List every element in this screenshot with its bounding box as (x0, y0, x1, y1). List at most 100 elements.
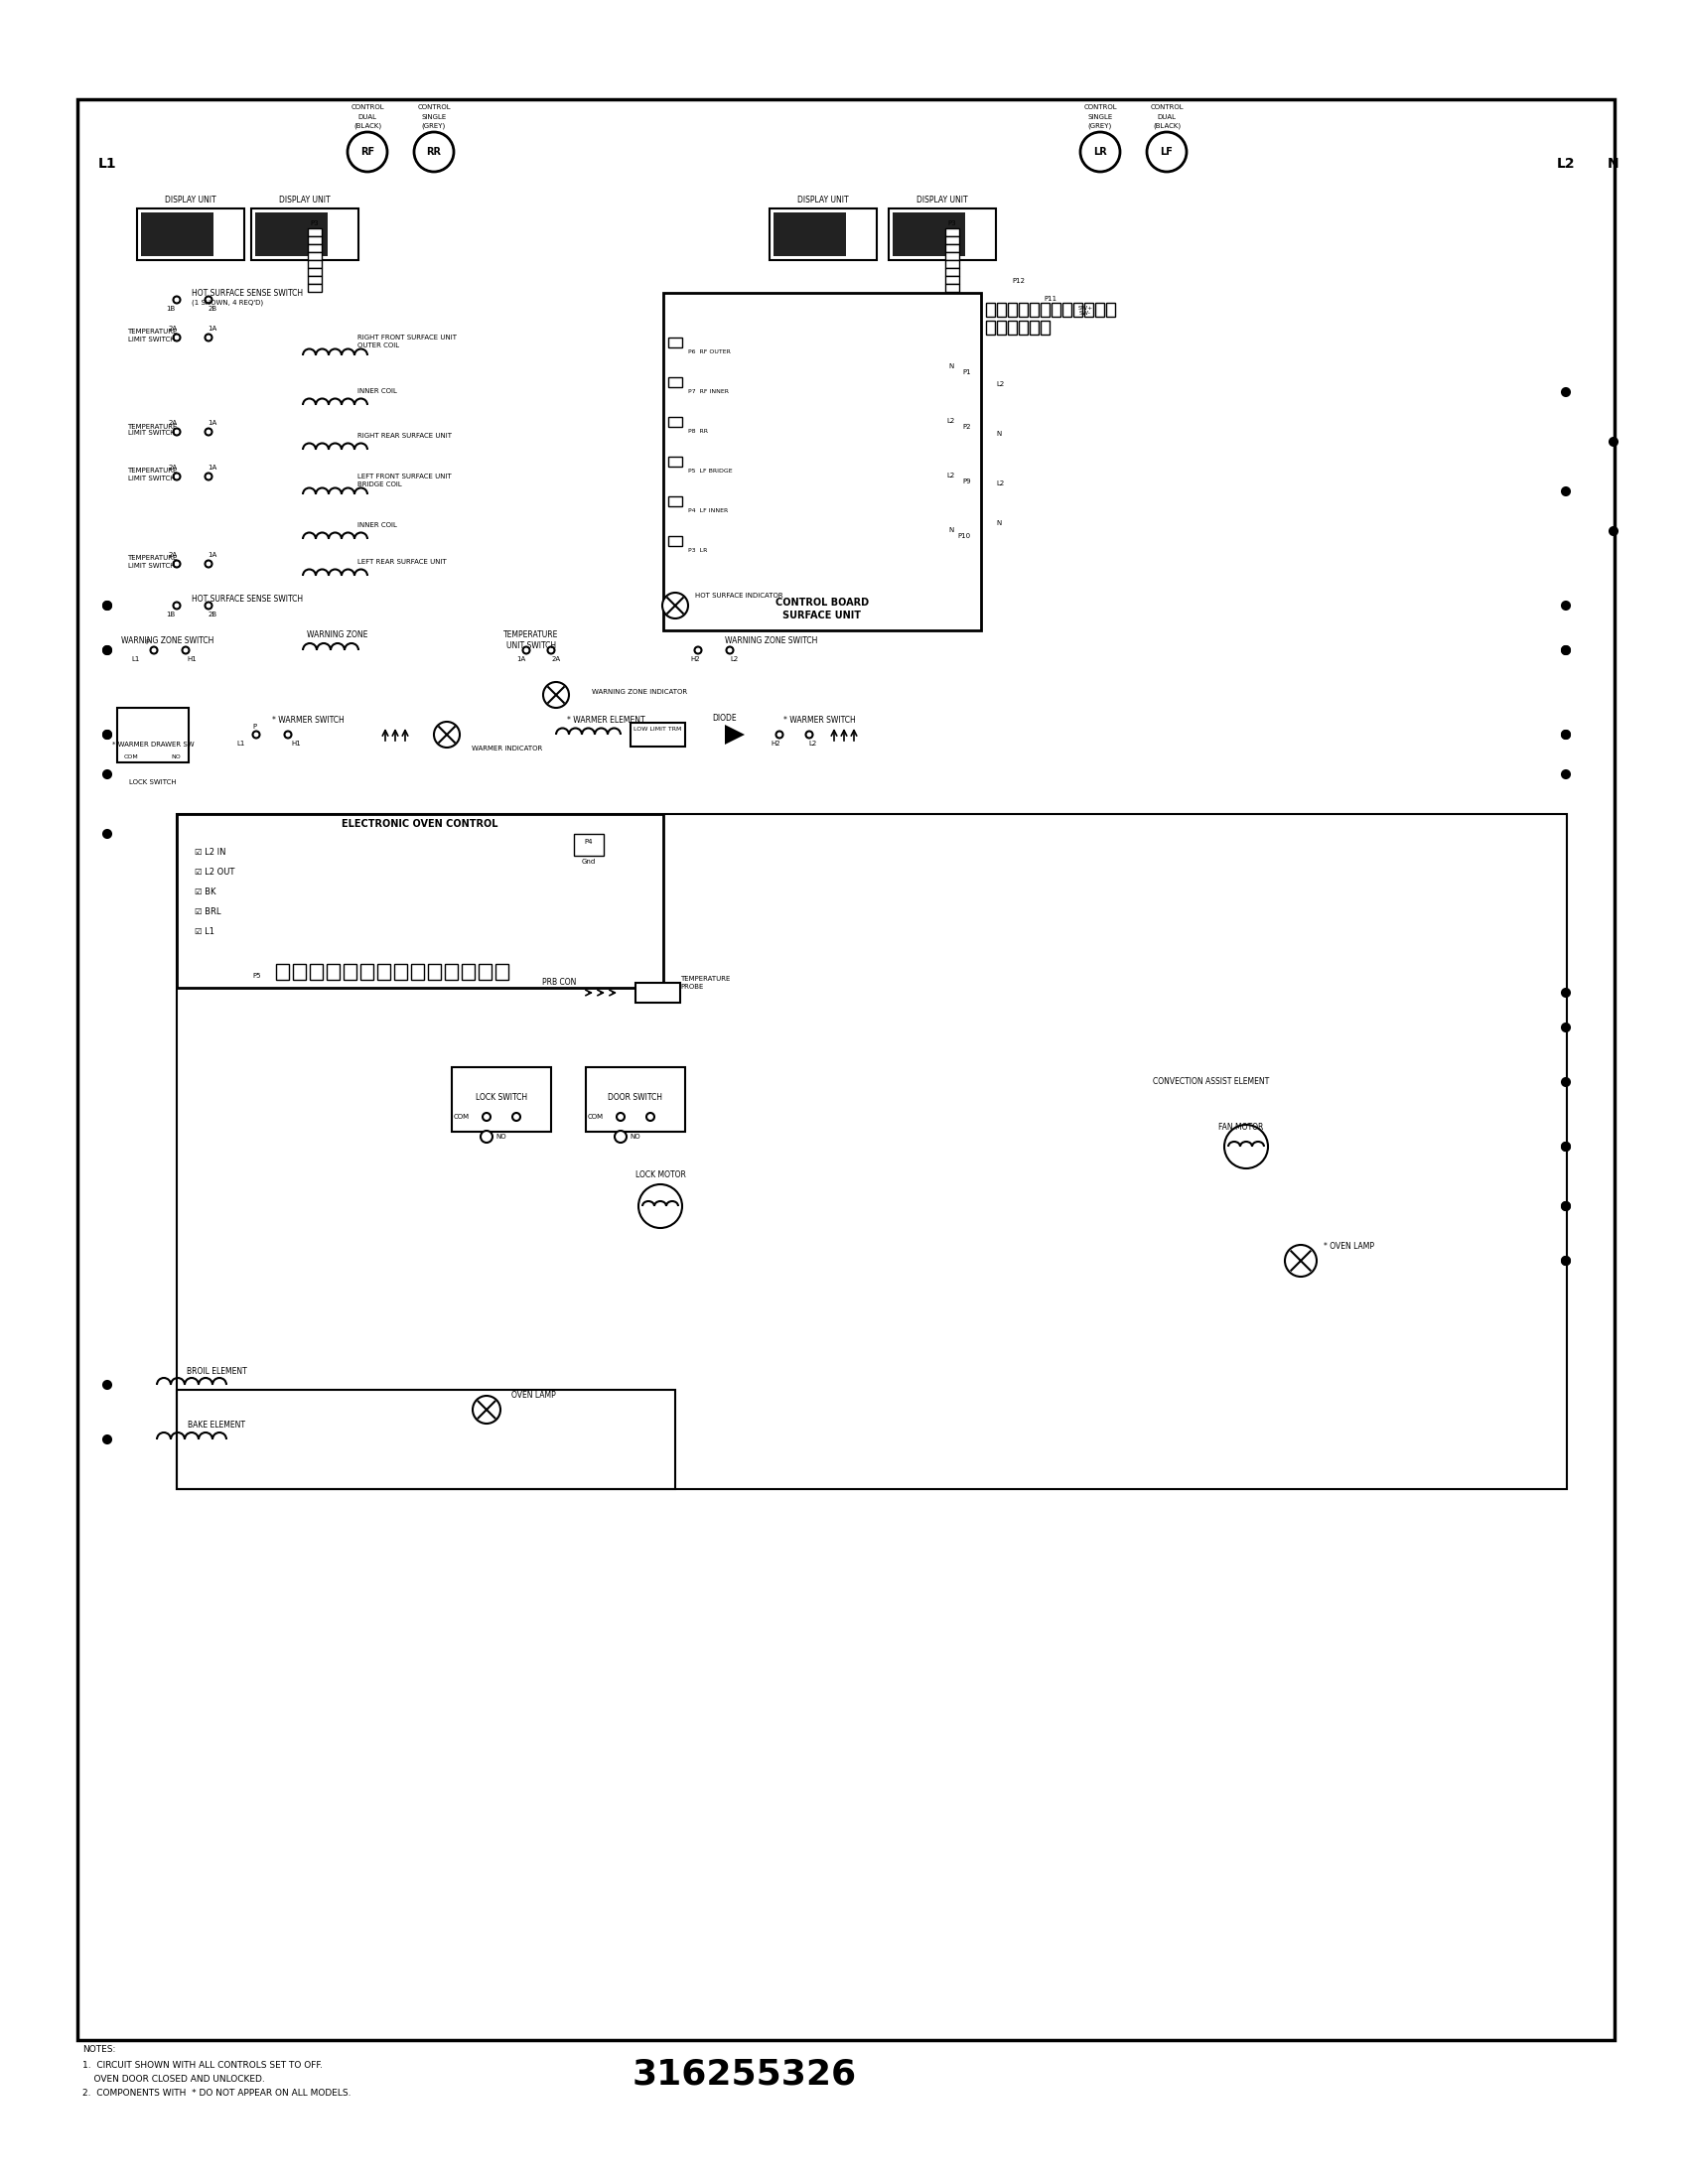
Bar (945, 269, 959, 275)
Text: * WARMER SWITCH: * WARMER SWITCH (272, 716, 344, 725)
Text: SW+
SW-: SW+ SW- (1077, 306, 1092, 317)
Text: P5  LF BRIDGE: P5 LF BRIDGE (689, 470, 733, 474)
Bar (1008, 321, 1016, 334)
Bar (668, 339, 682, 347)
Circle shape (103, 830, 111, 839)
Text: LEFT REAR SURFACE UNIT: LEFT REAR SURFACE UNIT (358, 559, 447, 566)
Text: L1: L1 (132, 655, 140, 662)
Circle shape (204, 428, 213, 435)
Bar (311, 963, 322, 981)
Text: ☑ BK: ☑ BK (194, 887, 216, 895)
Text: INNER COIL: INNER COIL (358, 389, 397, 393)
Text: 2A: 2A (169, 465, 177, 470)
Text: 2A: 2A (169, 325, 177, 332)
Circle shape (1561, 1201, 1570, 1210)
Text: 2B: 2B (208, 306, 218, 312)
Text: * WARMER SWITCH: * WARMER SWITCH (783, 716, 856, 725)
Bar (177, 1389, 675, 1489)
Circle shape (174, 428, 181, 435)
Circle shape (1561, 1142, 1570, 1151)
Text: BROIL ELEMENT: BROIL ELEMENT (186, 1367, 246, 1376)
Text: L2: L2 (947, 417, 955, 424)
Bar (663, 293, 981, 631)
Text: 2A: 2A (169, 553, 177, 557)
Text: WARMER INDICATOR: WARMER INDICATOR (471, 745, 542, 751)
Bar (307, 275, 322, 284)
Circle shape (150, 646, 157, 653)
Text: P: P (252, 723, 257, 729)
Text: 316255326: 316255326 (633, 2057, 858, 2092)
Text: WARNING ZONE INDICATOR: WARNING ZONE INDICATOR (592, 688, 687, 695)
Text: L2: L2 (996, 382, 1004, 387)
Text: (BLACK): (BLACK) (1153, 122, 1180, 129)
Text: P3: P3 (949, 221, 957, 227)
Text: ELECTRONIC OVEN CONTROL: ELECTRONIC OVEN CONTROL (341, 819, 498, 830)
Circle shape (285, 732, 292, 738)
Text: N: N (1607, 157, 1619, 170)
Circle shape (174, 603, 181, 609)
Circle shape (348, 131, 387, 173)
Circle shape (694, 646, 702, 653)
Bar (1020, 321, 1028, 334)
Text: 2A: 2A (169, 419, 177, 426)
Bar (1040, 304, 1050, 317)
Text: NO: NO (496, 1133, 506, 1140)
Text: ☑ L2 IN: ☑ L2 IN (194, 847, 226, 856)
Bar (986, 321, 994, 334)
Text: RF: RF (360, 146, 375, 157)
Circle shape (103, 601, 111, 609)
Text: TEMPERATURE
LIMIT SWITCH: TEMPERATURE LIMIT SWITCH (127, 555, 177, 568)
Text: DISPLAY UNIT: DISPLAY UNIT (797, 197, 849, 205)
Text: * WARMER DRAWER SW: * WARMER DRAWER SW (111, 743, 194, 747)
Text: P2: P2 (962, 424, 971, 430)
Text: 1A: 1A (517, 655, 527, 662)
Bar (945, 260, 959, 269)
Bar (1040, 321, 1050, 334)
Bar (574, 834, 604, 856)
Bar (307, 269, 322, 275)
Text: P4: P4 (584, 839, 592, 845)
Text: FAN MOTOR: FAN MOTOR (1219, 1123, 1264, 1131)
Text: ☑ L2 OUT: ☑ L2 OUT (194, 867, 235, 876)
Circle shape (103, 732, 111, 738)
Circle shape (1561, 487, 1570, 496)
Circle shape (647, 1114, 655, 1120)
Text: P6  RF OUTER: P6 RF OUTER (689, 349, 731, 354)
Text: H2: H2 (771, 740, 780, 747)
Bar (1062, 304, 1072, 317)
Text: DUAL: DUAL (358, 114, 376, 120)
Text: DISPLAY UNIT: DISPLAY UNIT (279, 197, 331, 205)
Bar (361, 963, 373, 981)
Bar (945, 284, 959, 293)
Text: OVEN DOOR CLOSED AND UNLOCKED.: OVEN DOOR CLOSED AND UNLOCKED. (83, 2075, 265, 2084)
Bar (1074, 304, 1082, 317)
Circle shape (1561, 732, 1570, 738)
Bar (668, 456, 682, 467)
Text: P11: P11 (1043, 295, 1057, 301)
Text: N: N (949, 526, 954, 533)
Circle shape (513, 1114, 520, 1120)
Circle shape (1561, 1256, 1570, 1265)
Polygon shape (724, 725, 744, 745)
Text: (GREY): (GREY) (1089, 122, 1112, 129)
Bar (668, 535, 682, 546)
Text: LOCK MOTOR: LOCK MOTOR (635, 1171, 685, 1179)
Text: 2.  COMPONENTS WITH  * DO NOT APPEAR ON ALL MODELS.: 2. COMPONENTS WITH * DO NOT APPEAR ON AL… (83, 2088, 351, 2097)
Bar (307, 229, 322, 236)
Text: 1.  CIRCUIT SHOWN WITH ALL CONTROLS SET TO OFF.: 1. CIRCUIT SHOWN WITH ALL CONTROLS SET T… (83, 2062, 322, 2070)
Bar (668, 378, 682, 387)
Circle shape (1561, 771, 1570, 778)
Circle shape (1561, 646, 1570, 655)
Bar (1030, 321, 1038, 334)
Circle shape (1610, 526, 1617, 535)
Text: DOOR SWITCH: DOOR SWITCH (608, 1092, 663, 1101)
Bar (668, 496, 682, 507)
Text: N: N (949, 363, 954, 369)
Text: L2: L2 (731, 655, 739, 662)
Bar (893, 212, 966, 256)
Text: N: N (996, 430, 1001, 437)
Circle shape (1561, 1142, 1570, 1151)
Text: P3: P3 (311, 221, 319, 227)
Text: TEMPERATURE
LIMIT SWITCH: TEMPERATURE LIMIT SWITCH (127, 424, 177, 437)
Text: RR: RR (427, 146, 441, 157)
